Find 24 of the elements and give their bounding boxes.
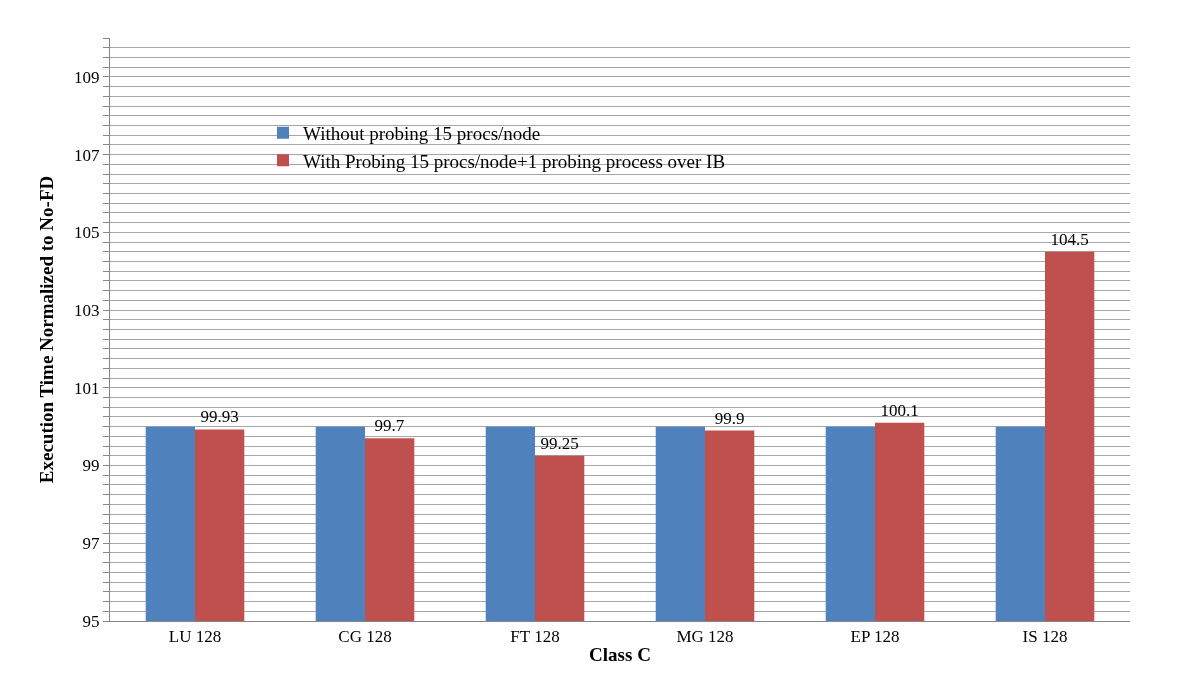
data-label: 99.9: [714, 408, 745, 428]
x-tick-label: EP 128: [850, 627, 900, 647]
data-label: 104.5: [1050, 229, 1089, 249]
data-label: 99.7: [374, 416, 405, 436]
y-tick-label: 101: [74, 378, 100, 398]
data-label: 99.93: [200, 407, 239, 427]
data-label: 100.1: [880, 400, 919, 420]
y-axis-title: Execution Time Normalized to No-FD: [35, 175, 57, 484]
x-tick-label: IS 128: [1022, 627, 1068, 647]
y-tick-label: 97: [82, 534, 101, 554]
legend-label: With Probing 15 procs/node+1 probing process over IB: [303, 150, 726, 172]
data-label: 99.25: [540, 433, 579, 453]
y-tick-label: 99: [82, 456, 100, 476]
y-tick-label: 95: [82, 611, 100, 631]
y-tick-label: 103: [74, 301, 100, 321]
x-tick-label: FT 128: [510, 627, 560, 647]
y-tick-label: 107: [74, 145, 101, 165]
x-tick-label: LU 128: [168, 627, 222, 647]
legend-label: Without probing 15 procs/node: [303, 123, 541, 145]
x-tick-label: CG 128: [338, 627, 392, 647]
x-axis-title: Class C: [589, 644, 651, 666]
x-tick-label: MG 128: [676, 627, 734, 647]
y-tick-label: 109: [74, 67, 100, 87]
y-tick-label: 105: [74, 223, 100, 243]
